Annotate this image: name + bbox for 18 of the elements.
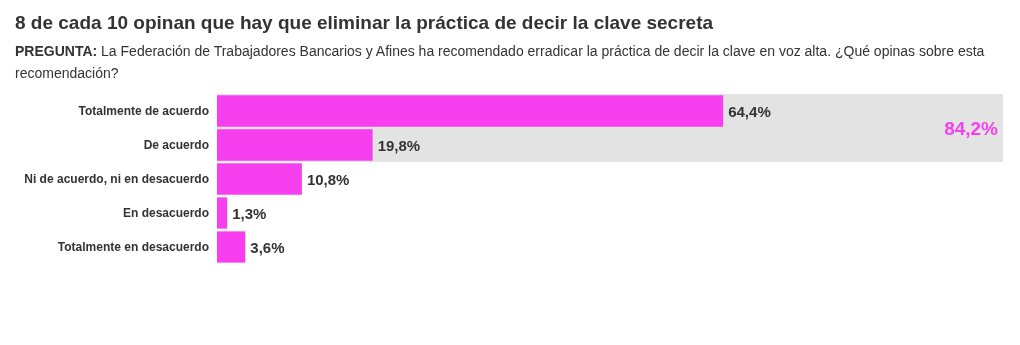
band-label: 84,2% bbox=[944, 117, 999, 139]
bar bbox=[217, 95, 724, 127]
bar bbox=[217, 163, 302, 195]
bar bbox=[217, 129, 373, 161]
y-tick-label: Totalmente en desacuerdo bbox=[57, 240, 209, 254]
bar bbox=[217, 197, 228, 229]
y-tick-label: Totalmente de acuerdo bbox=[78, 104, 209, 118]
data-label: 3,6% bbox=[250, 238, 285, 256]
data-label: 64,4% bbox=[728, 102, 771, 120]
data-label: 19,8% bbox=[377, 136, 421, 154]
chart-subtitle: PREGUNTA: La Federación de Trabajadores Bancarios y Afines ha recomendado erradicar la práctica de decir la clave en voz alta. ¿Qué opinas sobre esta recomendación? bbox=[15, 42, 986, 83]
data-label: 1,3% bbox=[232, 204, 267, 222]
y-tick-label: En desacuerdo bbox=[122, 206, 209, 220]
y-tick-label: Ni de acuerdo, ni en desacuerdo bbox=[24, 172, 209, 186]
y-tick-label: De acuerdo bbox=[143, 138, 209, 152]
bar bbox=[217, 231, 246, 263]
chart-title: 8 de cada 10 opinan que hay que eliminar la práctica de decir la clave secreta bbox=[15, 12, 715, 34]
data-label: 10,8% bbox=[306, 170, 350, 188]
